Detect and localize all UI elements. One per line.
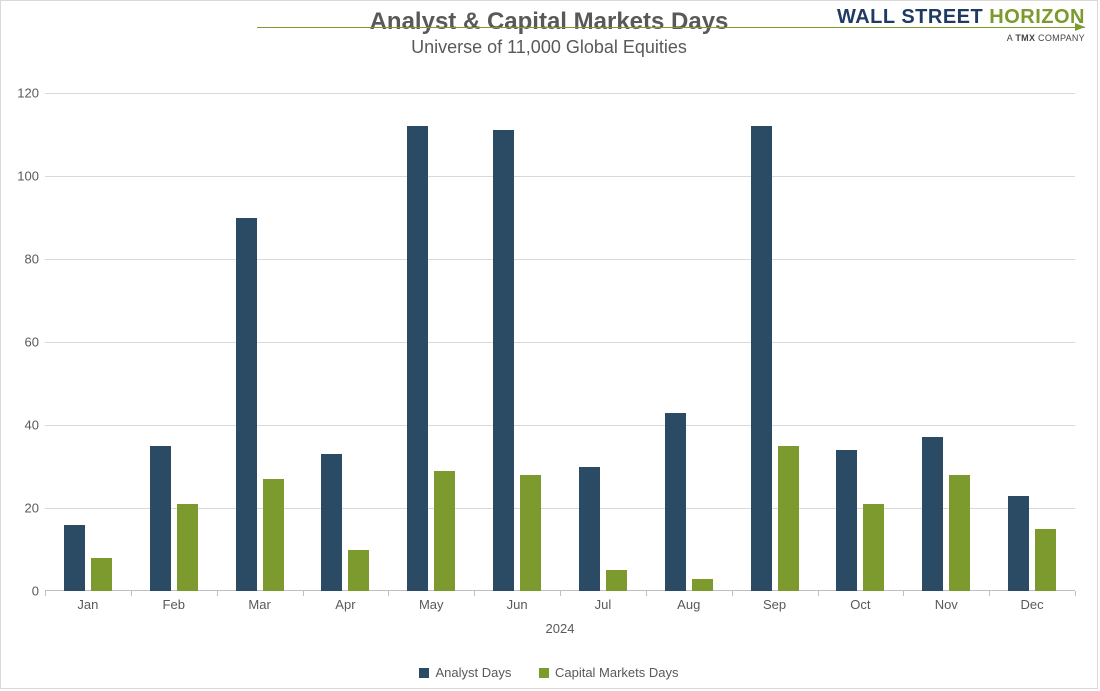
x-tick [732,591,733,596]
x-tick [474,591,475,596]
y-tick-label: 60 [25,335,39,350]
x-tick [131,591,132,596]
gridline [45,176,1075,177]
bar [1035,529,1056,591]
legend-label: Analyst Days [435,665,511,680]
x-tick-label: Sep [763,597,786,612]
x-tick [1075,591,1076,596]
x-tick-label: Jan [77,597,98,612]
bar [606,570,627,591]
bar [579,467,600,592]
legend-swatch [419,668,429,678]
bar [863,504,884,591]
bar [348,550,369,592]
gridline [45,259,1075,260]
x-tick-label: Aug [677,597,700,612]
x-tick [560,591,561,596]
bar [64,525,85,591]
x-tick-label: Mar [248,597,270,612]
gridline [45,425,1075,426]
bar [778,446,799,591]
bar [434,471,455,591]
y-tick-label: 40 [25,418,39,433]
bar [949,475,970,591]
x-tick-label: Dec [1021,597,1044,612]
x-tick-label: Nov [935,597,958,612]
x-axis-title: 2024 [45,621,1075,636]
bar [493,130,514,591]
x-axis-labels: Jan Feb Mar Apr May Jun Jul Aug Sep Oct Nov Dec [45,597,1075,617]
plot-area: 020406080100120 [45,93,1075,591]
bar [751,126,772,591]
x-tick-label: Oct [850,597,870,612]
x-tick [903,591,904,596]
plot-wrap: 020406080100120 JanFebMarAprMayJunJulAug… [45,93,1075,593]
x-tick-label: Apr [335,597,355,612]
x-tick [646,591,647,596]
gridline [45,93,1075,94]
x-tick-label: Jul [595,597,612,612]
x-tick [45,591,46,596]
brand-rule [837,25,1085,31]
legend: Analyst Days Capital Markets Days [1,665,1097,680]
x-tick [989,591,990,596]
y-tick-label: 20 [25,501,39,516]
gridline [45,342,1075,343]
brand-subline: A TMX COMPANY [837,33,1085,43]
bar [321,454,342,591]
x-tick [818,591,819,596]
brand-line [257,27,1085,28]
x-tick [303,591,304,596]
legend-label: Capital Markets Days [555,665,679,680]
bar [692,579,713,591]
bar [263,479,284,591]
x-tick [388,591,389,596]
chart-panel: Analyst & Capital Markets Days Universe … [0,0,1098,689]
bar [177,504,198,591]
y-tick-label: 0 [32,584,39,599]
legend-item-analyst-days: Analyst Days [419,665,511,680]
brand-wordmark: WALL STREET HORIZON [837,7,1085,27]
bar [1008,496,1029,591]
bar [922,437,943,591]
x-tick-label: Jun [507,597,528,612]
bar [236,218,257,592]
bar [665,413,686,591]
x-tick [217,591,218,596]
gridline [45,508,1075,509]
x-tick-label: Feb [163,597,185,612]
y-tick-label: 120 [17,86,39,101]
bar [520,475,541,591]
bar [91,558,112,591]
x-tick-label: May [419,597,444,612]
bar [407,126,428,591]
y-tick-label: 100 [17,169,39,184]
legend-item-capital-markets-days: Capital Markets Days [539,665,679,680]
y-tick-label: 80 [25,252,39,267]
brand-logo: WALL STREET HORIZON A TMX COMPANY [837,7,1085,43]
bar [150,446,171,591]
bar [836,450,857,591]
legend-swatch [539,668,549,678]
brand-arrow-icon [1075,23,1085,31]
